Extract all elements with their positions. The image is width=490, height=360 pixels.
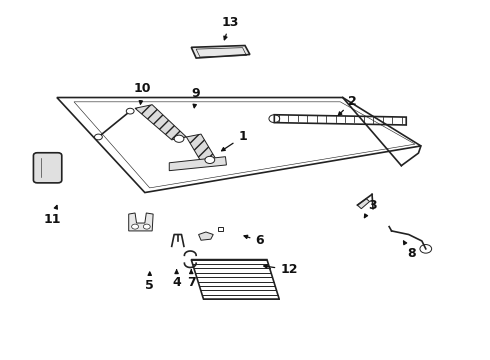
Polygon shape — [357, 199, 369, 209]
Text: 4: 4 — [172, 270, 181, 289]
Text: 11: 11 — [43, 206, 61, 226]
Circle shape — [174, 135, 184, 142]
Text: 3: 3 — [365, 199, 376, 218]
Text: 10: 10 — [134, 82, 151, 104]
Text: 7: 7 — [187, 270, 196, 289]
Text: 6: 6 — [244, 234, 264, 247]
Text: 5: 5 — [146, 272, 154, 292]
Polygon shape — [135, 105, 186, 140]
Circle shape — [126, 108, 134, 114]
Text: 8: 8 — [403, 241, 416, 260]
Text: 9: 9 — [192, 87, 200, 108]
Text: 1: 1 — [221, 130, 247, 151]
Circle shape — [205, 156, 215, 163]
Text: 13: 13 — [221, 16, 239, 40]
Circle shape — [144, 224, 150, 229]
FancyBboxPatch shape — [33, 153, 62, 183]
Polygon shape — [169, 157, 226, 171]
Polygon shape — [198, 232, 213, 240]
Circle shape — [95, 134, 102, 140]
Polygon shape — [186, 134, 218, 166]
Polygon shape — [129, 213, 153, 231]
Text: 12: 12 — [264, 263, 298, 276]
Polygon shape — [191, 45, 250, 58]
Circle shape — [132, 224, 139, 229]
Text: 2: 2 — [338, 95, 357, 115]
